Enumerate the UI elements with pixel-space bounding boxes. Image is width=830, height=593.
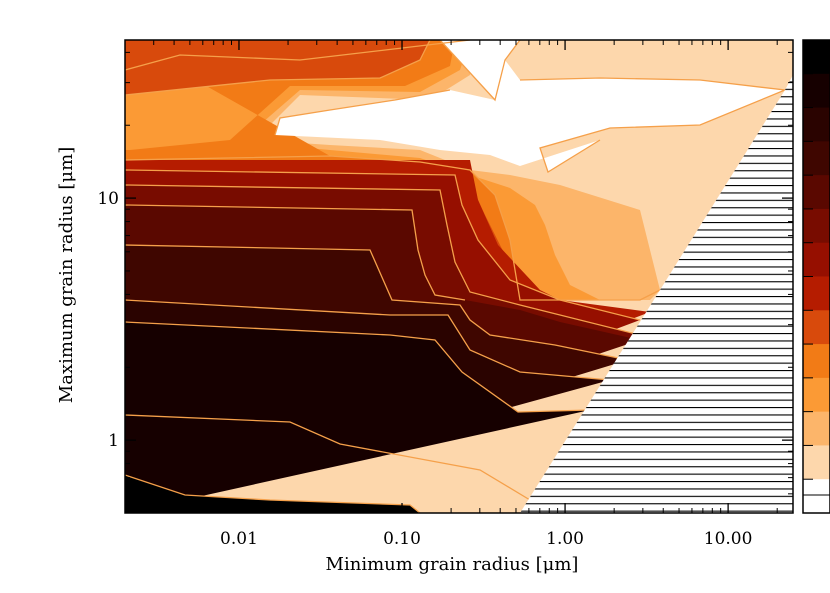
contour-level-0 <box>125 475 420 513</box>
contour-line <box>125 155 661 301</box>
colorbar-level <box>803 310 830 345</box>
plot-frame <box>124 39 794 514</box>
colorbar-level <box>803 445 830 480</box>
colorbar-level <box>803 107 830 142</box>
contour-line <box>125 474 421 513</box>
x-axis: 0.01 0.10 1.00 10.00 <box>153 40 778 549</box>
contour-line <box>125 184 641 336</box>
x-tick-label: 10.00 <box>704 529 753 549</box>
colorbar-level <box>803 479 830 514</box>
contour-level-1 <box>125 322 590 513</box>
colorbar-level <box>803 242 830 277</box>
hatched-region-lines <box>520 75 793 513</box>
y-tick-label: 10 <box>97 189 119 209</box>
x-tick-label: 0.10 <box>383 529 421 549</box>
colorbar-level <box>803 411 830 446</box>
contour-white-region <box>275 40 785 172</box>
colorbar-frame <box>802 39 830 514</box>
x-axis-label: Minimum grain radius [μm] <box>326 554 579 575</box>
contour-line <box>519 77 788 173</box>
x-tick-label: 0.01 <box>220 529 258 549</box>
colorbar-level <box>803 276 830 311</box>
contour-line <box>125 299 611 381</box>
colorbar-level <box>803 175 830 210</box>
colorbar-level <box>803 377 830 413</box>
colorbar-level <box>803 73 830 109</box>
contour-line <box>439 40 521 102</box>
colorbar-level <box>803 141 830 176</box>
colorbar <box>802 39 830 514</box>
y-axis-label: Maximum grain radius [μm] <box>56 147 77 403</box>
contour-line <box>125 169 641 321</box>
contour-line <box>125 204 466 301</box>
contour-line <box>125 244 629 361</box>
y-tick-label: 1 <box>108 431 119 451</box>
contour-line <box>125 40 431 96</box>
x-tick-label: 1.00 <box>546 529 584 549</box>
colorbar-level <box>803 344 830 379</box>
colorbar-level <box>803 208 830 244</box>
plot-area <box>125 40 793 513</box>
contour-line <box>125 321 591 413</box>
contour-line <box>125 414 531 501</box>
contour-line <box>274 89 451 136</box>
colorbar-level <box>803 40 830 75</box>
y-axis: 1 10 <box>97 51 793 495</box>
contour-line <box>125 40 471 71</box>
contour-lines <box>125 40 788 513</box>
